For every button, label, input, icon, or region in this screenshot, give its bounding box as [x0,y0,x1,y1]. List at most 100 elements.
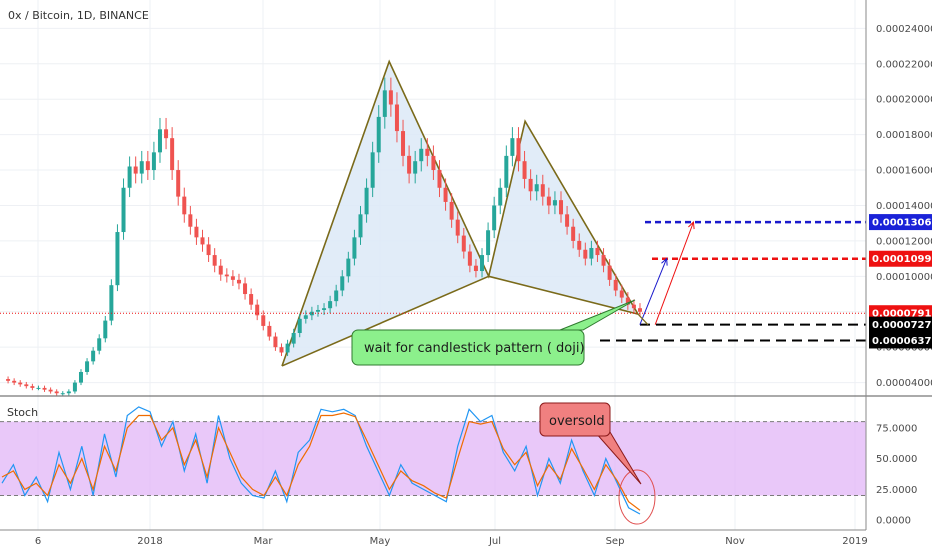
candle-body [12,380,17,383]
pattern-zigzag [281,59,639,367]
candle-body [546,196,551,206]
candle-body [571,226,576,241]
candle-body [437,170,442,188]
y-tick-label: 0.00022000 [876,59,932,70]
candle-body [285,343,290,353]
candle-body [328,301,333,309]
candle-body [352,237,357,259]
candle-body [449,201,454,220]
price-tag: 0.00006379 [869,332,932,349]
candle-body [455,219,460,236]
candle-body [552,200,557,206]
candle-body [267,325,272,337]
stoch-k-line [1,406,641,515]
y-tick-label: 0.00020000 [876,95,932,106]
candle-body [230,276,235,280]
candle-body [36,387,41,389]
stoch-d-line [1,412,641,511]
price-tag-box [869,316,932,333]
x-tick-label: Nov [725,536,745,547]
candle-body [631,304,636,309]
y-tick-label: 0.00024000 [876,24,932,35]
candle-body [255,304,260,316]
candle-body [24,384,29,387]
candle-body [565,214,570,227]
price-tag-label: 0.00007917 [872,309,932,320]
price-tag-label: 0.00010993 [872,254,932,265]
candle-body [601,255,606,266]
candle-body [261,315,266,326]
candle-body [504,155,509,188]
candle-body [534,184,539,192]
candle-body [486,230,491,256]
callout-text: wait for candlestick pattern ( doji) [364,341,585,356]
candle-body [498,187,503,206]
candle-body [358,214,363,238]
candle-body [522,161,527,179]
x-tick-label: May [370,536,391,547]
candle-layer [6,77,642,396]
price-tag: 0.00010993 [869,250,932,267]
candle-body [273,336,278,348]
stoch-band [0,421,866,496]
candle-body [419,148,424,162]
callout-pointer [559,299,636,331]
candle-body [218,265,223,275]
candle-body [334,290,339,302]
candle-body [188,214,193,227]
candle-body [60,393,65,395]
candle-body [103,320,108,339]
candle-body [322,308,327,310]
stoch-layer [0,406,866,515]
price-tag-box [869,250,932,267]
price-tag-label: 0.00006379 [872,336,932,347]
candle-body [109,285,114,321]
candle-body [528,178,533,192]
candle-body [182,196,187,215]
stoch-tick-label: 0.0000 [876,516,911,527]
candle-body [85,361,90,372]
candle-body [407,155,412,174]
callout-box [351,329,585,366]
projection-arrow [639,258,668,325]
candle-body [133,166,138,174]
candle-body [157,129,162,153]
candle-body [613,279,618,291]
candle-body [473,265,478,272]
price-tag-box [869,332,932,349]
candle-body [97,338,102,351]
price-tag-box [869,214,932,231]
candle-body [297,318,302,334]
candle-body [18,382,23,385]
candle-body [559,200,564,215]
x-tick-label: Mar [254,536,274,547]
candle-body [115,232,120,286]
callout: wait for candlestick pattern ( doji) [351,299,636,366]
candle-body [164,129,169,139]
candle-body [401,131,406,156]
pattern-bd-line [488,275,639,315]
oversold-box [539,402,611,437]
candle-body [236,279,241,284]
candle-body [145,161,150,171]
candle-body [388,90,393,105]
y-tick-label: 0.00010000 [876,272,932,283]
y-tick-label: 0.00018000 [876,130,932,141]
candle-body [243,283,248,295]
candle-body [516,138,521,162]
candle-body [6,379,11,381]
stoch-tick-label: 25.0000 [876,485,917,496]
candle-body [176,170,181,197]
oversold-ellipse [618,469,656,525]
candle-body [625,297,630,305]
x-tick-label: Jul [488,536,501,547]
chart-title: 0x / Bitcoin, 1D, BINANCE [8,9,149,22]
candle-body [30,386,35,388]
candle-body [54,391,59,394]
candle-body [279,347,284,353]
candle-body [48,389,53,392]
price-tag-label: 0.00013062 [872,218,932,229]
candle-body [510,138,515,156]
candle-body [42,387,47,390]
candle-body [200,237,205,245]
